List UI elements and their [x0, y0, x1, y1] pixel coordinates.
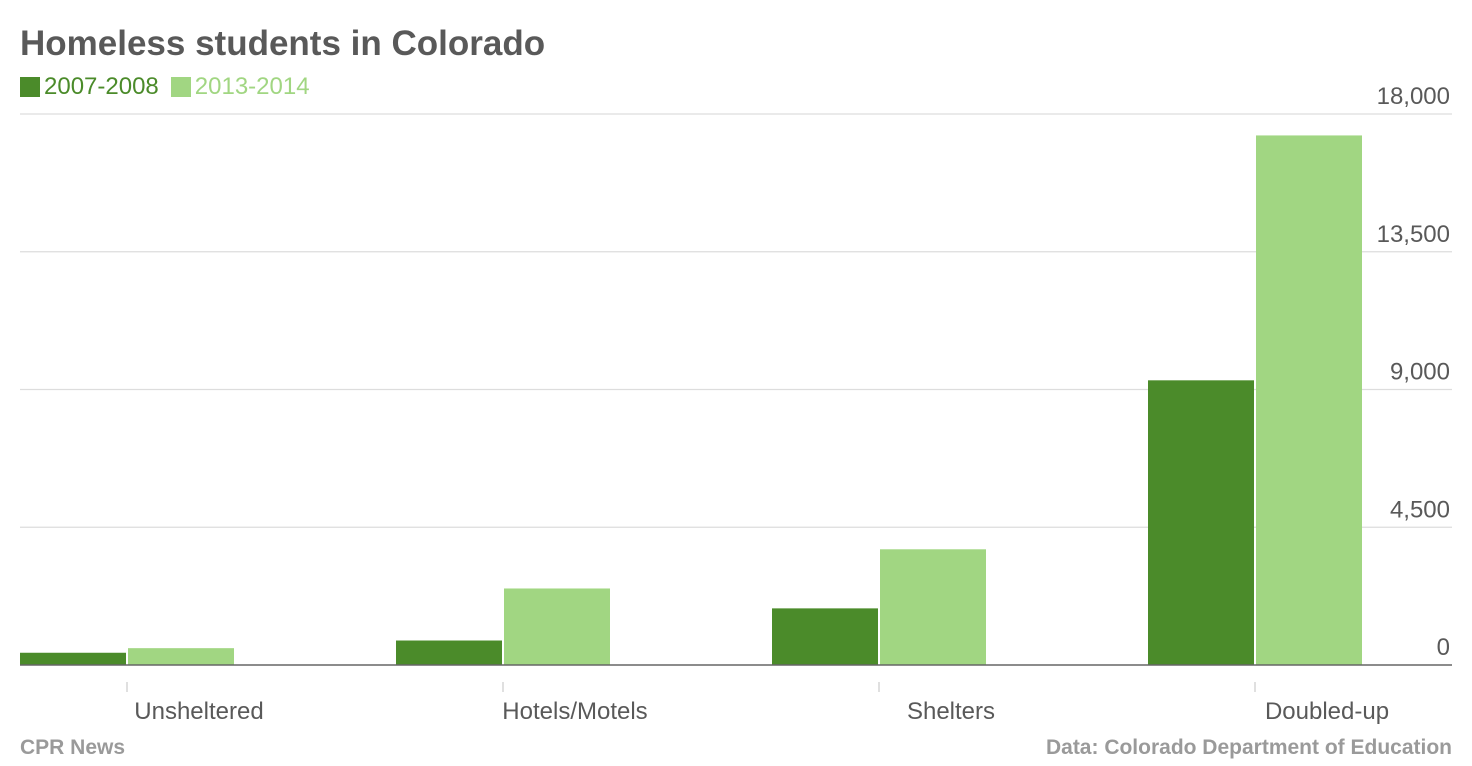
x-tick-label: Doubled-up	[1265, 698, 1389, 725]
bar	[504, 588, 610, 665]
bar	[1256, 135, 1362, 665]
chart-title: Homeless students in Colorado	[20, 24, 546, 63]
legend-label-series-2: 2013-2014	[194, 73, 310, 100]
y-tick-label: 9,000	[1390, 359, 1450, 386]
y-tick-label: 4,500	[1390, 496, 1450, 523]
x-tick-label: Unsheltered	[134, 698, 263, 725]
legend-swatch-series-1	[20, 77, 40, 97]
legend-label-series-1: 2007-2008	[44, 73, 159, 100]
bar	[880, 549, 986, 665]
y-tick-label: 18,000	[1377, 83, 1450, 110]
y-tick-label: 13,500	[1377, 221, 1450, 248]
x-tick-label: Shelters	[907, 698, 995, 725]
legend: 2007-2008 2013-2014	[20, 73, 322, 101]
x-tick-label: Hotels/Motels	[502, 698, 647, 725]
legend-swatch-series-2	[170, 77, 191, 97]
legend-item-series-1: 2007-2008	[20, 73, 159, 101]
bar	[128, 648, 234, 665]
credit-text: CPR News	[20, 736, 126, 759]
legend-item-series-2: 2013-2014	[170, 73, 310, 101]
y-tick-label: 0	[1437, 634, 1450, 661]
bar	[772, 608, 878, 665]
bar	[396, 640, 502, 665]
bar	[20, 652, 126, 665]
bar	[1148, 380, 1254, 665]
data-source-text: Data: Colorado Department of Education	[1045, 736, 1452, 759]
